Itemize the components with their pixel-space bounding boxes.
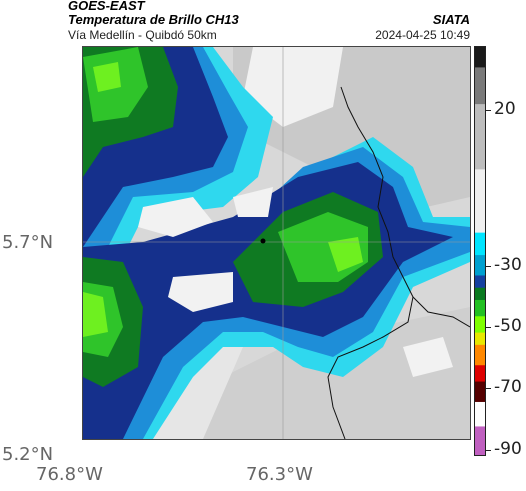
- colorbar-tick-20: [486, 110, 491, 111]
- lat-label-5-7: 5.7°N: [2, 232, 54, 253]
- colorbar-segment: [475, 426, 485, 456]
- colorbar-label-minus90: -90: [494, 439, 522, 459]
- colorbar-segment: [475, 365, 485, 383]
- colorbar-segment: [475, 275, 485, 289]
- clearing-4: [403, 337, 453, 377]
- lat-label-5-2: 5.2°N: [2, 444, 54, 465]
- clearing-3: [233, 187, 273, 217]
- border-line: [327, 86, 414, 439]
- location-marker[interactable]: [260, 238, 266, 244]
- colorbar-gradient: [475, 47, 485, 456]
- colorbar-segment: [475, 381, 485, 403]
- timestamp-label: 2024-04-25 10:49: [375, 28, 470, 42]
- colorbar-segment: [475, 232, 485, 256]
- colorbar-segment: [475, 299, 485, 317]
- colorbar-segment: [475, 332, 485, 346]
- colorbar-segment: [475, 344, 485, 366]
- lon-label-76-3: 76.3°W: [246, 464, 313, 485]
- colorbar-segment: [475, 287, 485, 301]
- colorbar-segment: [475, 255, 485, 276]
- lon-label-76-8: 76.8°W: [36, 464, 103, 485]
- colorbar-segment: [475, 67, 485, 105]
- colorbar-label-minus30: -30: [494, 255, 522, 275]
- colorbar-label-minus50: -50: [494, 316, 522, 336]
- colorbar-tick-minus50: [486, 327, 491, 328]
- colorbar-tick-minus70: [486, 388, 491, 389]
- white-region-north: [243, 47, 343, 127]
- colorbar-segment: [475, 47, 485, 68]
- map-canvas: [83, 47, 470, 439]
- colorbar-segment: [475, 316, 485, 334]
- region-subtitle: Vía Medellín - Quibdó 50km: [68, 28, 217, 42]
- clearing-1: [138, 197, 213, 237]
- satellite-name: GOES-EAST: [68, 0, 145, 13]
- lime-core-central: [328, 237, 363, 272]
- colorbar: [474, 46, 486, 456]
- colorbar-label-20: 20: [494, 99, 516, 119]
- border-line-east: [412, 296, 470, 328]
- product-title: Temperatura de Brillo CH13: [68, 12, 239, 27]
- satellite-map[interactable]: [82, 46, 471, 440]
- colorbar-segment: [475, 169, 485, 234]
- lime-core-north: [93, 62, 121, 92]
- organization-label: SIATA: [432, 12, 470, 27]
- colorbar-tick-minus90: [486, 450, 491, 451]
- colorbar-tick-minus30: [486, 266, 491, 267]
- colorbar-label-minus70: -70: [494, 377, 522, 397]
- clearing-2: [168, 272, 233, 312]
- colorbar-segment: [475, 104, 485, 170]
- lime-core-west: [83, 292, 108, 337]
- colorbar-segment: [475, 401, 485, 427]
